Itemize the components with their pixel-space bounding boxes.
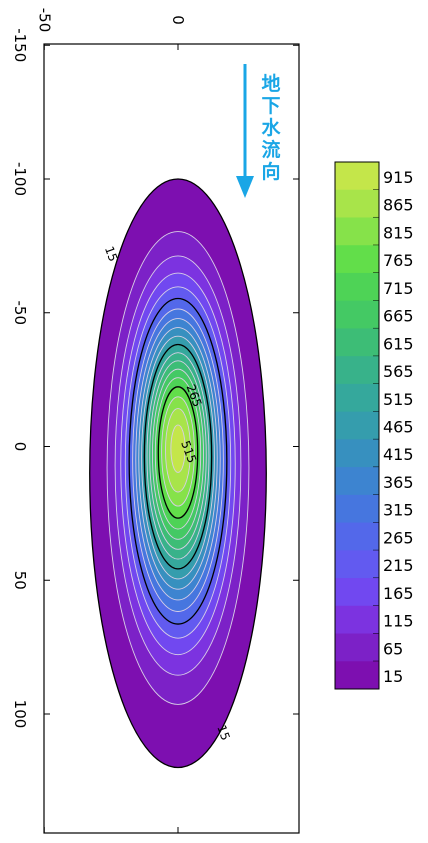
contour-label-15: 15 — [102, 244, 120, 263]
legend-swatch-465 — [335, 411, 379, 440]
legend-label-715: 715 — [383, 279, 414, 298]
flow-text-char: 水 — [261, 117, 281, 139]
contour-line-765 — [157, 386, 199, 519]
x-tick-label-50: 50 — [11, 571, 29, 590]
y-tick-label--50: -50 — [35, 8, 53, 33]
legend-swatch-565 — [335, 356, 379, 385]
legend-swatch-715 — [335, 272, 379, 302]
legend-label-115: 115 — [383, 612, 414, 631]
color-legend: 915 865 815 765 715 665 615 565 515 465 415 365 315 2… — [334, 161, 414, 690]
plot-frame — [43, 43, 300, 834]
contour-line-515 — [143, 343, 213, 570]
contour-line-65 — [106, 231, 250, 705]
legend-label-365: 365 — [383, 473, 414, 492]
x-tick-label--50: -50 — [11, 301, 29, 326]
legend-label-65: 65 — [383, 639, 403, 658]
legend-swatch-865 — [335, 189, 379, 218]
legend-swatch-365 — [335, 467, 379, 496]
contour-line-615 — [149, 360, 207, 550]
legend-swatch-665 — [335, 300, 379, 329]
legend-frame — [334, 161, 380, 690]
contour-line-565 — [146, 352, 210, 560]
flow-arrow-icon — [236, 176, 254, 198]
contour-line-115 — [114, 255, 242, 676]
legend-swatch-815 — [335, 217, 379, 246]
axes: -150 -100 -50 0 50 100 -50 0 — [11, 8, 299, 833]
legend-swatch-415 — [335, 439, 379, 468]
flow-text-char: 地 — [261, 72, 280, 95]
legend-swatch-65 — [335, 633, 379, 662]
contour-line-265 — [128, 297, 228, 625]
legend-label-865: 865 — [383, 196, 414, 215]
legend-label-465: 465 — [383, 418, 414, 437]
legend-swatch-765 — [335, 245, 379, 274]
y-tick-label-0: 0 — [169, 15, 187, 25]
legend-label-15: 15 — [383, 667, 403, 686]
legend-label-515: 515 — [383, 390, 414, 409]
legend-swatch-215 — [335, 550, 379, 579]
x-tick-label-0: 0 — [11, 442, 29, 452]
legend-label-265: 265 — [383, 528, 414, 547]
contour-line-715 — [154, 377, 202, 530]
flow-text-char: 下 — [261, 95, 280, 117]
legend-label-815: 815 — [383, 223, 414, 242]
legend-label-765: 765 — [383, 251, 414, 270]
legend-swatch-115 — [335, 605, 379, 635]
contour-label-15: 15 — [214, 723, 232, 742]
contour-line-365 — [135, 318, 221, 601]
legend-swatch-15 — [335, 661, 379, 690]
flow-text-char: 流 — [261, 138, 280, 161]
legend-label-915: 915 — [383, 168, 414, 187]
contour-line-815 — [161, 396, 195, 507]
contour-line-315 — [132, 308, 224, 612]
contour-line-415 — [138, 327, 218, 590]
legend-swatch-165 — [335, 578, 379, 607]
contour-line-915 — [170, 424, 186, 473]
legend-label-315: 315 — [383, 501, 414, 520]
contour-line-665 — [152, 368, 204, 540]
flow-text-char: 向 — [261, 160, 280, 183]
legend-swatch-265 — [335, 522, 379, 551]
legend-label-415: 415 — [383, 445, 414, 464]
legend-swatch-915 — [335, 162, 379, 191]
legend-label-665: 665 — [383, 307, 414, 326]
concentration-fills — [89, 179, 267, 768]
x-tick-label--150: -150 — [11, 28, 29, 62]
contour-band-915 — [170, 424, 186, 473]
legend-swatch-315 — [335, 494, 379, 524]
legend-swatch-615 — [335, 328, 379, 357]
contour-line-215 — [124, 286, 232, 639]
x-tick-label--100: -100 — [11, 162, 29, 196]
legend-label-165: 165 — [383, 584, 414, 603]
x-tick-label-100: 100 — [11, 700, 29, 729]
contour-line-865 — [165, 408, 191, 493]
legend-label-565: 565 — [383, 362, 414, 381]
contour-line-165 — [120, 272, 236, 656]
legend-label-615: 615 — [383, 334, 414, 353]
legend-swatch-515 — [335, 383, 379, 413]
contour-line-465 — [141, 335, 215, 580]
legend-label-215: 215 — [383, 556, 414, 575]
contour-line-15 — [89, 178, 267, 769]
contour-lines — [89, 178, 267, 769]
